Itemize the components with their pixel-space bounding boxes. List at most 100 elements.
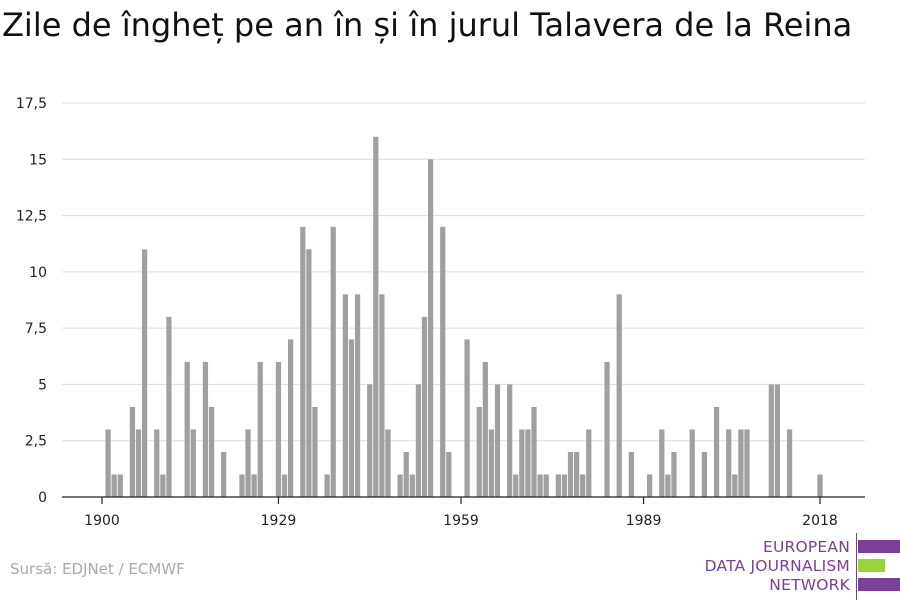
bar [701,451,708,497]
bar [129,406,136,497]
bar [190,429,196,497]
bar [166,316,172,497]
bar [507,384,513,497]
bar [306,249,312,497]
bar [732,474,738,497]
bar [111,474,117,497]
bar [312,406,318,497]
bar [567,451,574,497]
bar [659,429,665,497]
bar [385,429,391,497]
bar [403,451,409,497]
bar [239,474,245,497]
logo-line-1: EUROPEAN [762,538,850,556]
chart-title: Zile de îngheț pe an în și în jurul Tala… [2,6,853,44]
source-note: Sursă: EDJNet / ECMWF [10,560,185,578]
bar [482,361,488,497]
bar [604,361,610,497]
logo-bar-green [858,559,885,572]
bar [464,339,470,497]
x-tick-label: 2018 [802,513,838,529]
bar [141,249,148,497]
y-tick-label: 17,5 [16,96,47,112]
bar [348,339,355,497]
bar [105,429,111,497]
bar [440,226,446,498]
bar [580,474,586,497]
bar [817,474,823,497]
bar [184,361,190,497]
bar [397,474,403,497]
x-tick-label: 1929 [261,513,297,529]
bar [421,316,428,497]
bar [409,474,415,497]
bar [373,136,379,497]
bar [586,429,592,497]
bar [281,474,288,497]
logo-line-2: DATA JOURNALISM [704,557,850,575]
bar [713,406,720,497]
bar [531,406,537,497]
bar [367,384,373,497]
bar [154,429,160,497]
bar [257,361,263,497]
y-tick-label: 12,5 [16,209,47,225]
bar [689,429,695,497]
bar [494,384,501,497]
bar [774,384,781,497]
y-tick-label: 7,5 [25,321,47,337]
bar [415,384,422,497]
bar [160,474,166,497]
bar [561,474,568,497]
bar [537,474,543,497]
bar [324,474,330,497]
bar [671,451,677,497]
bar [665,474,671,497]
logo-bar-purple-bottom [858,578,900,591]
y-tick-label: 5 [38,377,47,393]
bar [446,451,452,497]
logo-line-3: NETWORK [769,576,850,594]
bar [208,406,215,497]
bar [573,451,580,497]
bar [616,294,622,497]
gridlines [62,102,865,442]
y-tick-label: 10 [29,265,47,281]
bar [519,429,525,497]
bar [726,429,732,497]
bar [300,226,306,498]
bar [647,474,653,497]
bar [476,406,482,497]
bar [135,429,142,497]
bar [221,451,227,497]
x-tick-label: 1989 [626,513,662,529]
bar [117,474,123,497]
bar [488,429,495,497]
bar [738,429,744,497]
bar [288,339,294,497]
bar [202,361,209,497]
bar [628,451,634,497]
x-tick-label: 1900 [84,513,120,529]
bar [427,159,434,498]
y-tick-label: 0 [38,490,47,506]
bar [379,294,385,497]
bar [525,429,531,497]
bars [105,136,823,498]
bar [513,474,519,497]
bar [543,474,549,497]
bar [251,474,257,497]
logo-bar-purple-top [858,540,900,553]
bar [768,384,774,497]
axes: 0 2,5 5 7,5 10 12,5 15 17,5 1900 1929 1959 1989 2018 [16,96,865,529]
bar [786,429,793,497]
logo-divider [856,533,857,600]
bar [354,294,361,497]
y-tick-label: 2,5 [25,434,47,450]
bar [245,429,251,497]
y-tick-label: 15 [29,152,47,168]
bar [330,226,336,498]
bar [555,474,561,497]
edjnet-logo: EUROPEAN DATA JOURNALISM NETWORK [700,533,900,600]
